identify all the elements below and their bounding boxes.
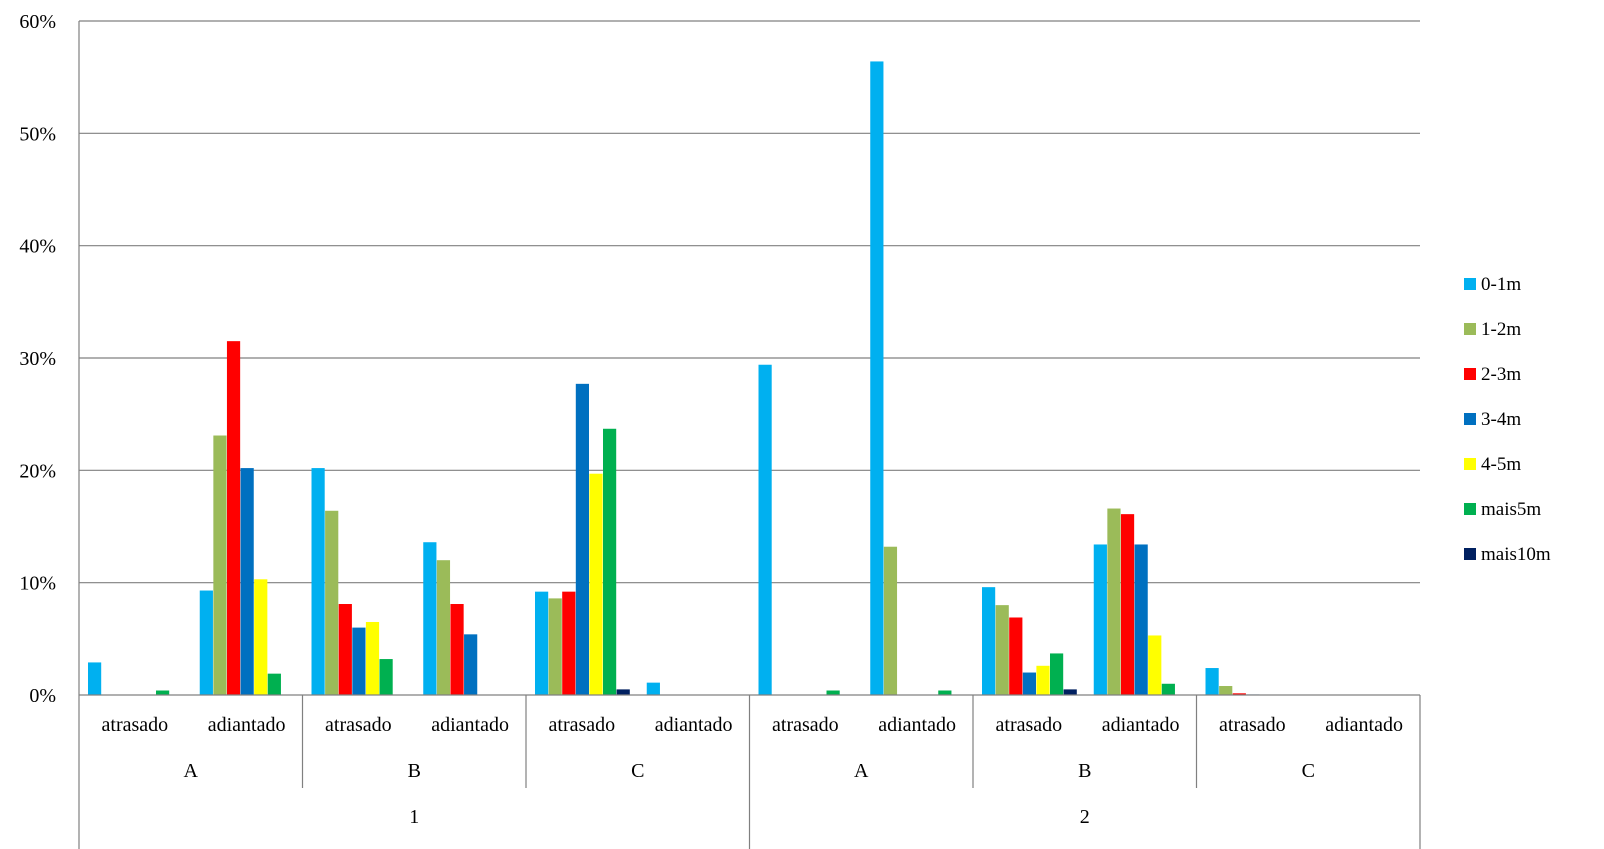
bar-3-4m-1 xyxy=(240,468,254,695)
bar-0-1m-2 xyxy=(311,468,325,695)
bar-0-1m-5 xyxy=(646,682,660,695)
y-tick-label: 60% xyxy=(19,11,56,33)
bar-0-1m-1 xyxy=(199,590,213,695)
bar-2-3m-4 xyxy=(562,591,576,695)
x-category-label: adiantado xyxy=(1325,714,1403,736)
legend-swatch-2-3m xyxy=(1464,368,1476,380)
bar-2-3m-2 xyxy=(338,604,352,695)
legend: 0-1m 1-2m 2-3m 3-4m 4-5m mais5m mais10m xyxy=(1464,274,1551,565)
x-group-label: C xyxy=(1302,760,1315,782)
bar-1-2m-3 xyxy=(436,560,451,695)
bar-1-2m-10 xyxy=(1219,686,1233,695)
bar-0-1m-10 xyxy=(1205,668,1219,695)
legend-swatch-3-4m xyxy=(1464,413,1476,425)
legend-label: 0-1m xyxy=(1481,274,1521,295)
x-category-label: atrasado xyxy=(996,714,1063,736)
x-category-label: atrasado xyxy=(102,714,169,736)
bar-0-1m-9 xyxy=(1093,544,1107,695)
x-group-label: B xyxy=(408,760,421,782)
bar-mais5m-4 xyxy=(603,428,617,695)
bar-4-5m-2 xyxy=(365,621,380,695)
bar-mais5m-8 xyxy=(1050,653,1064,695)
x-category-label: adiantado xyxy=(1102,714,1180,736)
legend-swatch-mais5m xyxy=(1464,503,1476,515)
x-category-label: adiantado xyxy=(655,714,733,736)
x-outer-group-label: 1 xyxy=(409,806,419,828)
bar-1-2m-1 xyxy=(213,435,227,695)
bar-4-5m-1 xyxy=(254,579,268,695)
bar-1-2m-7 xyxy=(883,546,898,695)
x-group-label: B xyxy=(1078,760,1091,782)
bar-3-4m-4 xyxy=(575,383,589,695)
y-tick-label: 10% xyxy=(19,573,56,595)
bar-0-1m-6 xyxy=(758,364,772,695)
x-group-label: A xyxy=(184,760,199,782)
bar-0-1m-0 xyxy=(88,662,102,695)
legend-swatch-1-2m xyxy=(1464,323,1476,335)
x-group-label: C xyxy=(631,760,644,782)
y-tick-label: 50% xyxy=(19,123,56,145)
bar-3-4m-2 xyxy=(352,627,366,695)
bar-mais10m-4 xyxy=(616,689,630,695)
x-category-label: atrasado xyxy=(325,714,392,736)
bar-mais5m-9 xyxy=(1161,683,1175,695)
legend-swatch-0-1m xyxy=(1464,278,1476,290)
legend-label: 4-5m xyxy=(1481,454,1521,475)
bar-0-1m-3 xyxy=(423,542,437,695)
x-category-label: atrasado xyxy=(1219,714,1286,736)
bar-4-5m-4 xyxy=(589,473,603,695)
axes xyxy=(78,21,1421,849)
x-group-label: A xyxy=(854,760,869,782)
x-category-label: adiantado xyxy=(878,714,956,736)
legend-label: 3-4m xyxy=(1481,409,1521,430)
y-tick-label: 30% xyxy=(19,348,56,370)
bar-3-4m-3 xyxy=(464,634,478,695)
bar-2-3m-8 xyxy=(1009,617,1023,695)
legend-label: 2-3m xyxy=(1481,364,1521,385)
bar-mais5m-6 xyxy=(826,690,840,695)
gridlines xyxy=(79,20,1420,584)
y-tick-label: 0% xyxy=(29,685,56,707)
bar-2-3m-9 xyxy=(1120,514,1135,695)
bar-mais5m-7 xyxy=(938,690,952,695)
bar-1-2m-2 xyxy=(325,510,339,695)
x-category-label: atrasado xyxy=(772,714,839,736)
bar-4-5m-8 xyxy=(1036,665,1050,695)
bar-0-1m-4 xyxy=(535,591,549,695)
bar-mais5m-0 xyxy=(156,690,170,695)
x-category-label: atrasado xyxy=(549,714,616,736)
bar-3-4m-9 xyxy=(1134,544,1148,695)
bar-mais5m-1 xyxy=(267,673,281,695)
legend-label: mais5m xyxy=(1481,499,1541,520)
bar-mais10m-8 xyxy=(1063,689,1077,695)
legend-label: 1-2m xyxy=(1481,319,1521,340)
bar-2-3m-10 xyxy=(1232,693,1246,695)
x-category-label: adiantado xyxy=(208,714,286,736)
bar-0-1m-7 xyxy=(870,61,884,695)
legend-swatch-mais10m xyxy=(1464,548,1476,560)
x-category-label: adiantado xyxy=(431,714,509,736)
bar-mais5m-2 xyxy=(379,659,393,695)
bar-1-2m-9 xyxy=(1107,508,1121,695)
bar-2-3m-1 xyxy=(226,341,241,695)
bar-2-3m-3 xyxy=(450,604,464,695)
x-outer-group-label: 2 xyxy=(1080,806,1090,828)
bar-3-4m-8 xyxy=(1022,672,1036,695)
legend-swatch-4-5m xyxy=(1464,458,1476,470)
bar-0-1m-8 xyxy=(982,587,996,695)
bars xyxy=(88,61,1260,695)
y-axis-ticks: 0% 10% 20% 30% 40% 50% 60% xyxy=(19,11,56,707)
y-tick-label: 20% xyxy=(19,460,56,482)
legend-label: mais10m xyxy=(1481,544,1551,565)
bar-1-2m-8 xyxy=(995,605,1009,695)
y-tick-label: 40% xyxy=(19,236,56,258)
bar-1-2m-4 xyxy=(548,598,562,695)
bar-4-5m-9 xyxy=(1148,635,1162,695)
